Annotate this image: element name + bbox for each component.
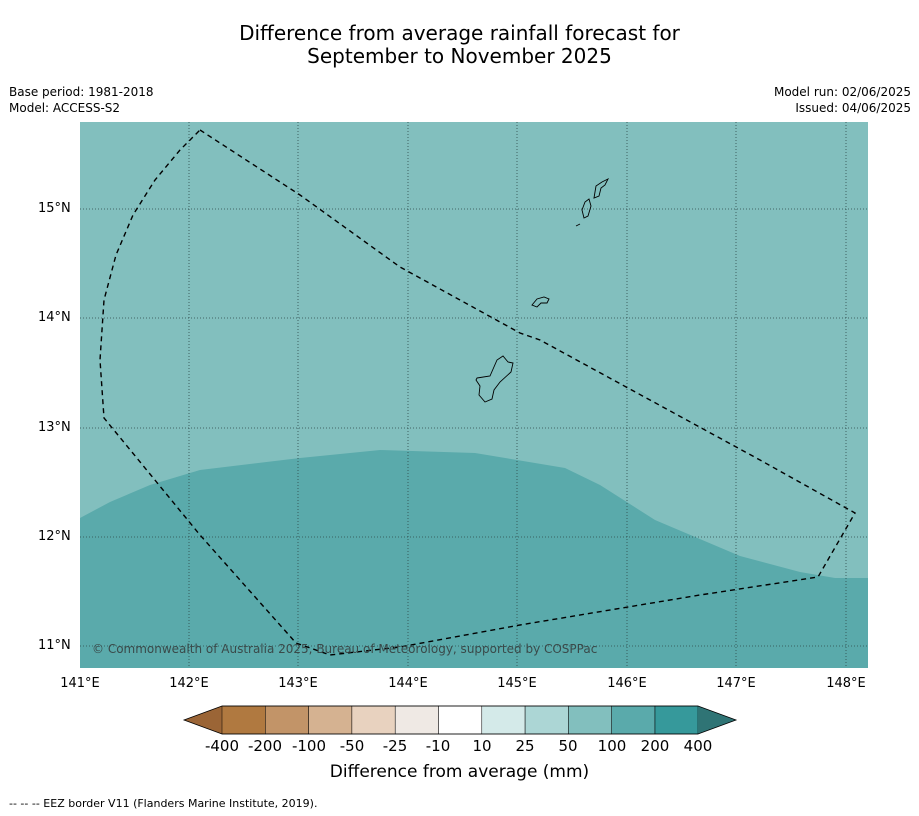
metadata-left: Base period: 1981-2018 Model: ACCESS-S2: [9, 84, 154, 116]
chart-title: Difference from average rainfall forecas…: [0, 22, 919, 68]
colorbar-tick: 10: [472, 737, 492, 755]
lat-label-14n: 14°N: [38, 310, 71, 325]
lon-label-147e: 147°E: [716, 676, 756, 691]
title-line-2: September to November 2025: [307, 44, 612, 68]
colorbar-tick: -25: [382, 737, 408, 755]
map-area: [80, 122, 868, 668]
colorbar-bin: [481, 705, 526, 735]
colorbar-bin: [221, 705, 266, 735]
eez-border: [99, 129, 856, 656]
model-run-text: Model run: 02/06/2025: [773, 85, 911, 99]
base-period-text: Base period: 1981-2018: [9, 85, 154, 99]
island-saipan: [593, 177, 610, 199]
colorbar-bin: [654, 705, 699, 735]
colorbar-title: Difference from average (mm): [329, 762, 590, 782]
copyright-text: © Commonwealth of Australia 2025, Bureau…: [92, 642, 598, 656]
lon-label-143e: 143°E: [278, 676, 318, 691]
lon-label-148e: 148°E: [826, 676, 866, 691]
colorbar-tick: -100: [291, 737, 327, 755]
rain-zone-100-200: [80, 450, 868, 668]
colorbar-bin: [308, 705, 353, 735]
colorbar-bin: [265, 705, 309, 735]
colorbar-bin: [611, 705, 656, 735]
title-line-1: Difference from average rainfall forecas…: [239, 21, 680, 45]
colorbar: [182, 705, 738, 735]
colorbar-bin: [394, 705, 439, 735]
island-rota: [531, 296, 550, 308]
colorbar-tick: -400: [204, 737, 240, 755]
lon-label-144e: 144°E: [388, 676, 428, 691]
colorbar-tick: 100: [597, 737, 627, 755]
lon-label-141e: 141°E: [60, 676, 100, 691]
issued-text: Issued: 04/06/2025: [795, 101, 911, 115]
islands: [475, 177, 610, 403]
model-text: Model: ACCESS-S2: [9, 101, 121, 115]
colorbar-tick: 50: [558, 737, 578, 755]
eez-legend-note: -- -- -- EEZ border V11 (Flanders Marine…: [9, 797, 318, 810]
colorbar-tick: 25: [515, 737, 535, 755]
colorbar-high-extension: [698, 706, 736, 734]
lat-label-15n: 15°N: [38, 201, 71, 216]
graticule: [80, 122, 868, 668]
colorbar-tick: 200: [640, 737, 670, 755]
lat-label-11n: 11°N: [38, 638, 71, 653]
metadata-right: Model run: 02/06/2025 Issued: 04/06/2025: [774, 84, 911, 116]
colorbar-bin: [438, 705, 483, 735]
island-aguijan: [575, 223, 581, 227]
colorbar-tick: -50: [339, 737, 365, 755]
island-tinian: [581, 198, 592, 219]
colorbar-tick: -200: [247, 737, 283, 755]
lon-label-146e: 146°E: [607, 676, 647, 691]
colorbar-low-extension: [184, 706, 222, 734]
lat-label-13n: 13°N: [38, 420, 71, 435]
island-guam: [475, 355, 514, 403]
colorbar-bin: [568, 705, 612, 735]
colorbar-bin: [351, 705, 396, 735]
colorbar-tick: 400: [683, 737, 713, 755]
colorbar-bin: [524, 705, 569, 735]
lon-label-142e: 142°E: [169, 676, 209, 691]
colorbar-tick: -10: [425, 737, 451, 755]
lat-label-12n: 12°N: [38, 529, 71, 544]
lon-label-145e: 145°E: [497, 676, 537, 691]
